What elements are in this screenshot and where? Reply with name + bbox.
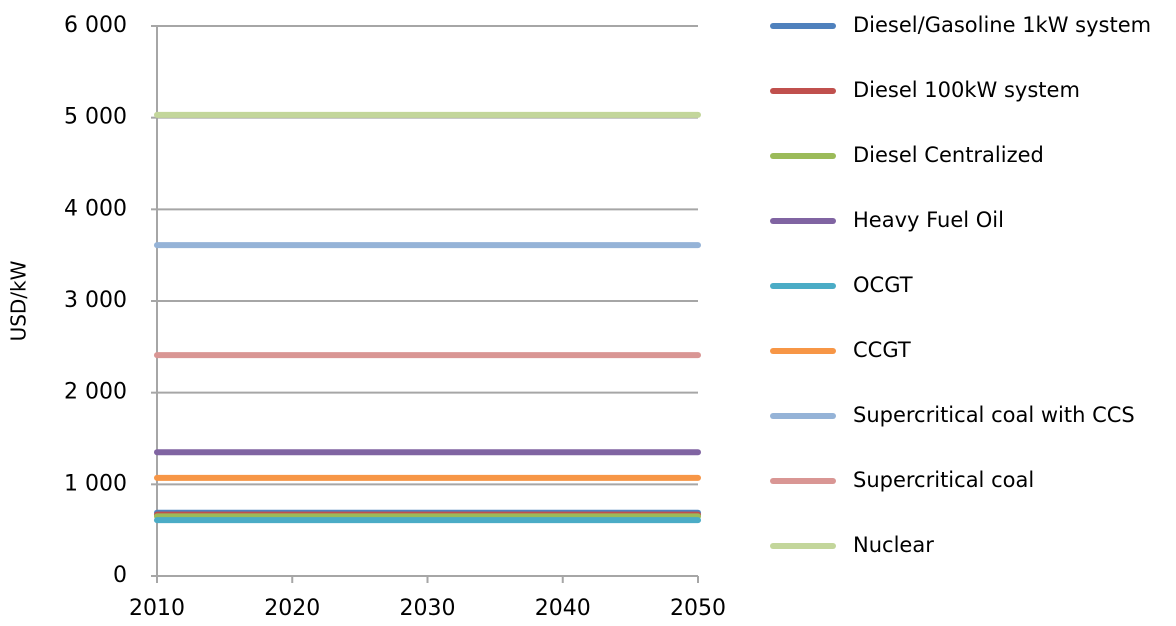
legend-label: Supercritical coal: [853, 468, 1034, 492]
y-axis-label: USD/kW: [7, 260, 31, 341]
legend-label: CCGT: [853, 338, 911, 362]
x-tick-label: 2040: [535, 596, 591, 621]
legend-label: Diesel 100kW system: [853, 78, 1080, 102]
y-tick-label: 0: [113, 563, 127, 588]
legend-label: Nuclear: [853, 533, 934, 557]
x-tick-label: 2010: [129, 596, 185, 621]
legend-label: Diesel/Gasoline 1kW system: [853, 13, 1151, 37]
y-tick-label: 4 000: [64, 196, 127, 221]
x-tick-label: 2020: [264, 596, 320, 621]
y-tick-label: 3 000: [64, 288, 127, 313]
y-tick-label: 2 000: [64, 380, 127, 405]
y-tick-label: 5 000: [64, 105, 127, 130]
y-tick-label: 6 000: [64, 13, 127, 38]
legend-label: Diesel Centralized: [853, 143, 1044, 167]
legend-label: Heavy Fuel Oil: [853, 208, 1004, 232]
y-tick-label: 1 000: [64, 471, 127, 496]
legend-label: Supercritical coal with CCS: [853, 403, 1135, 427]
x-tick-label: 2050: [670, 596, 726, 621]
x-tick-label: 2030: [400, 596, 456, 621]
legend-label: OCGT: [853, 273, 913, 297]
